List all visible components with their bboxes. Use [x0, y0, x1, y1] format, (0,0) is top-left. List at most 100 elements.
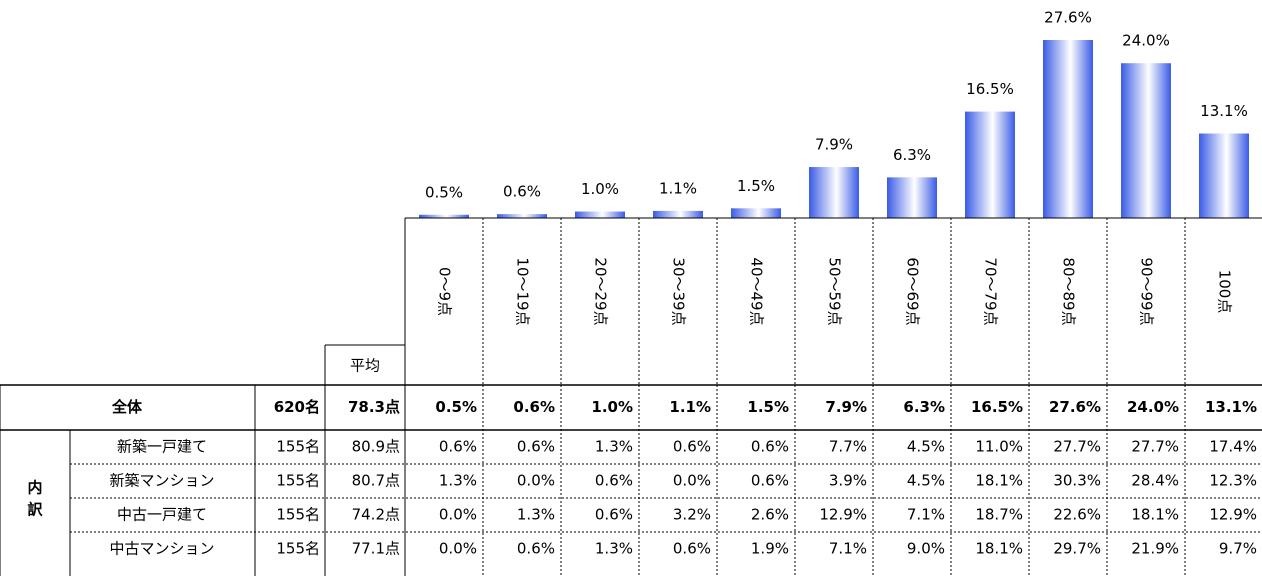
row-cell: 3.9%: [829, 472, 867, 490]
total-cell: 0.6%: [513, 398, 555, 416]
bar-label: 13.1%: [1200, 102, 1248, 120]
category-label: 80～89点: [1060, 257, 1078, 325]
row-cell: 29.7%: [1053, 540, 1101, 558]
row-label: 中古一戸建て: [117, 506, 207, 524]
bar-label: 0.6%: [503, 183, 541, 201]
row-cell: 7.1%: [907, 506, 945, 524]
row-cell: 1.9%: [751, 540, 789, 558]
bar: [1199, 133, 1249, 218]
row-cell: 18.1%: [975, 540, 1023, 558]
total-cell: 13.1%: [1205, 398, 1257, 416]
category-label: 10～19点: [514, 257, 532, 325]
row-cell: 18.1%: [975, 472, 1023, 490]
category-label: 70～79点: [982, 257, 1000, 325]
row-cell: 30.3%: [1053, 472, 1101, 490]
row-cell: 4.5%: [907, 438, 945, 456]
bar: [1043, 40, 1093, 218]
row-cell: 11.0%: [975, 438, 1023, 456]
row-cell: 7.1%: [829, 540, 867, 558]
row-cell: 0.0%: [517, 472, 555, 490]
row-cell: 12.9%: [819, 506, 867, 524]
category-label: 0～9点: [436, 267, 454, 316]
row-cell: 18.7%: [975, 506, 1023, 524]
total-cell: 1.0%: [591, 398, 633, 416]
row-cell: 0.6%: [595, 506, 633, 524]
row-cell: 17.4%: [1209, 438, 1257, 456]
bar-label: 7.9%: [815, 136, 853, 154]
total-label: 全体: [111, 398, 143, 416]
category-label: 100点: [1216, 270, 1234, 314]
total-cell: 27.6%: [1049, 398, 1101, 416]
avg-header: 平均: [350, 357, 380, 375]
row-cell: 0.0%: [673, 472, 711, 490]
group-label: 訳: [27, 501, 43, 519]
total-cell: 1.1%: [669, 398, 711, 416]
bar-label: 1.5%: [737, 177, 775, 195]
category-label: 20～29点: [592, 257, 610, 325]
row-cell: 0.0%: [439, 506, 477, 524]
row-label: 新築マンション: [109, 472, 214, 490]
row-cell: 0.6%: [673, 540, 711, 558]
row-cell: 9.0%: [907, 540, 945, 558]
bar: [965, 111, 1015, 218]
total-cell: 0.5%: [435, 398, 477, 416]
row-cell: 3.2%: [673, 506, 711, 524]
row-label: 中古マンション: [109, 540, 214, 558]
row-cell: 1.3%: [595, 540, 633, 558]
row-cell: 1.3%: [517, 506, 555, 524]
total-cell: 6.3%: [903, 398, 945, 416]
row-n: 155名: [276, 540, 320, 558]
category-label: 50～59点: [826, 257, 844, 325]
bar-label: 0.5%: [425, 183, 463, 201]
row-cell: 28.4%: [1131, 472, 1179, 490]
row-cell: 27.7%: [1053, 438, 1101, 456]
row-cell: 12.9%: [1209, 506, 1257, 524]
row-cell: 0.6%: [751, 472, 789, 490]
category-label: 30～39点: [670, 257, 688, 325]
row-avg: 77.1点: [352, 540, 400, 558]
row-cell: 0.0%: [439, 540, 477, 558]
total-cell: 7.9%: [825, 398, 867, 416]
row-cell: 0.6%: [751, 438, 789, 456]
bar-label: 27.6%: [1044, 9, 1092, 27]
row-cell: 1.3%: [595, 438, 633, 456]
row-cell: 18.1%: [1131, 506, 1179, 524]
group-label: 内: [27, 479, 42, 497]
bar: [419, 214, 469, 218]
total-cell: 24.0%: [1127, 398, 1179, 416]
row-n: 155名: [276, 438, 320, 456]
total-avg: 78.3点: [348, 398, 400, 416]
row-cell: 0.6%: [517, 540, 555, 558]
category-label: 90～99点: [1138, 257, 1156, 325]
row-cell: 2.6%: [751, 506, 789, 524]
bar-label: 1.1%: [659, 179, 697, 197]
bar: [497, 214, 547, 218]
row-cell: 21.9%: [1131, 540, 1179, 558]
category-label: 60～69点: [904, 257, 922, 325]
row-cell: 22.6%: [1053, 506, 1101, 524]
bar: [1121, 63, 1171, 218]
row-cell: 27.7%: [1131, 438, 1179, 456]
row-avg: 80.9点: [352, 438, 400, 456]
row-cell: 1.3%: [439, 472, 477, 490]
bar: [731, 208, 781, 218]
total-cell: 1.5%: [747, 398, 789, 416]
row-cell: 0.6%: [439, 438, 477, 456]
total-cell: 16.5%: [971, 398, 1023, 416]
row-n: 155名: [276, 472, 320, 490]
row-avg: 74.2点: [352, 506, 400, 524]
row-cell: 0.6%: [517, 438, 555, 456]
row-avg: 80.7点: [352, 472, 400, 490]
total-n: 620名: [274, 398, 320, 416]
row-cell: 4.5%: [907, 472, 945, 490]
row-cell: 9.7%: [1219, 540, 1257, 558]
bar-label: 6.3%: [893, 146, 931, 164]
row-cell: 12.3%: [1209, 472, 1257, 490]
row-cell: 0.6%: [673, 438, 711, 456]
bar: [887, 177, 937, 218]
bar: [653, 210, 703, 218]
category-label: 40～49点: [748, 257, 766, 325]
row-cell: 7.7%: [829, 438, 867, 456]
bar: [809, 167, 859, 218]
